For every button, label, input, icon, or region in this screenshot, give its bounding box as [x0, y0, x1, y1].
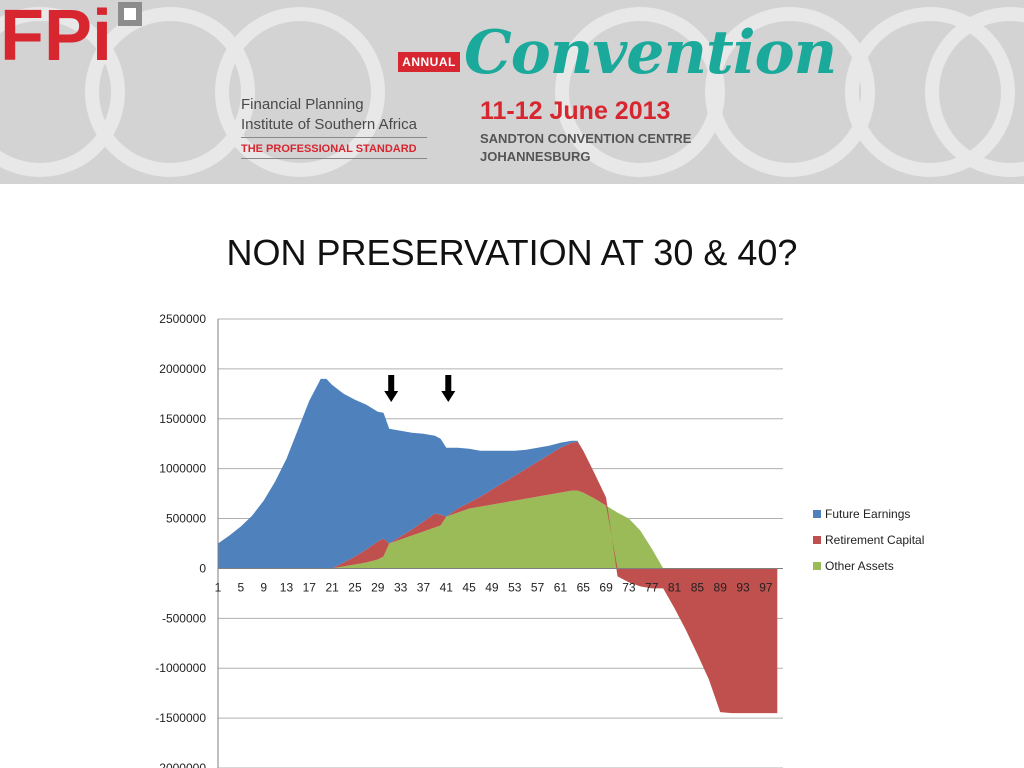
venue-line2: JOHANNESBURG — [480, 149, 591, 164]
y-tick-label-1: 2000000 — [159, 362, 206, 376]
legend-label-2: Other Assets — [825, 559, 894, 573]
x-tick-label-18: 73 — [622, 580, 636, 594]
x-tick-label-12: 49 — [485, 580, 499, 594]
down-arrow-head-1 — [441, 391, 456, 402]
y-tick-label-0: 2500000 — [159, 312, 206, 326]
x-tick-label-1: 5 — [237, 580, 244, 594]
x-tick-label-7: 29 — [371, 580, 385, 594]
x-tick-label-9: 37 — [417, 580, 431, 594]
x-tick-label-0: 1 — [215, 580, 222, 594]
header-banner: FPi Financial Planning Institute of Sout… — [0, 0, 1024, 184]
x-tick-label-13: 53 — [508, 580, 522, 594]
org-name-line1: Financial Planning — [241, 96, 364, 113]
area-other-assets — [218, 490, 778, 569]
legend-label-0: Future Earnings — [825, 507, 910, 521]
x-tick-label-14: 57 — [531, 580, 545, 594]
chart-axes — [217, 319, 783, 768]
x-tick-label-6: 25 — [348, 580, 362, 594]
x-tick-label-17: 69 — [599, 580, 613, 594]
x-tick-label-2: 9 — [260, 580, 267, 594]
chart-areas — [218, 378, 778, 714]
down-arrow-head-0 — [384, 391, 399, 402]
y-tick-label-7: -1000000 — [155, 661, 206, 675]
event-title: Convention — [464, 18, 837, 88]
y-tick-label-2: 1500000 — [159, 412, 206, 426]
x-tick-label-20: 81 — [668, 580, 682, 594]
x-tick-label-4: 17 — [303, 580, 317, 594]
tagline: THE PROFESSIONAL STANDARD — [241, 143, 417, 155]
y-tick-label-8: -1500000 — [155, 711, 206, 725]
down-arrow-shaft-1 — [445, 375, 452, 392]
legend-swatch-2 — [813, 562, 821, 570]
annual-badge: ANNUAL — [398, 52, 460, 72]
fpi-logo: FPi — [0, 0, 142, 66]
x-tick-label-24: 97 — [759, 580, 773, 594]
x-tick-label-10: 41 — [440, 580, 454, 594]
down-arrow-0 — [384, 375, 399, 402]
x-tick-label-22: 89 — [714, 580, 728, 594]
x-tick-label-8: 33 — [394, 580, 408, 594]
y-tick-label-9: -2000000 — [155, 761, 206, 768]
slide-title: NON PRESERVATION AT 30 & 40? — [226, 232, 798, 273]
fpi-logo-text: FPi — [0, 0, 112, 66]
stacked-area-chart: 2500000 2000000 1500000 1000000 500000 0 -5000… — [155, 312, 924, 768]
legend-swatch-1 — [813, 536, 821, 544]
x-tick-label-16: 65 — [577, 580, 591, 594]
legend-swatch-0 — [813, 510, 821, 518]
x-tick-label-21: 85 — [691, 580, 705, 594]
venue-line1: SANDTON CONVENTION CENTRE — [480, 131, 692, 146]
down-arrow-shaft-0 — [388, 375, 395, 392]
area-retirement-capital — [218, 441, 778, 714]
y-tick-labels: 2500000 2000000 1500000 1000000 500000 0 -5000… — [155, 312, 206, 768]
banner-background-rings — [0, 7, 1024, 177]
down-arrow-1 — [441, 375, 456, 402]
x-tick-label-11: 45 — [462, 580, 476, 594]
org-name-line2: Institute of Southern Africa — [241, 116, 417, 133]
y-tick-label-5: 0 — [199, 561, 206, 575]
x-tick-label-23: 93 — [736, 580, 750, 594]
y-tick-label-6: -500000 — [162, 611, 206, 625]
chart-annotations — [384, 375, 456, 402]
area-future-earnings — [218, 378, 778, 569]
x-tick-label-15: 61 — [554, 580, 568, 594]
x-tick-label-19: 77 — [645, 580, 659, 594]
tagline-rule-top — [241, 137, 427, 138]
y-tick-label-3: 1000000 — [159, 462, 206, 476]
x-tick-labels: 1 5 9 13 17 21 25 29 33 37 41 45 49 53 57 61 65 69 73 77 81 8… — [215, 580, 773, 594]
chart-legend: Future Earnings Retirement Capital Other A… — [813, 507, 924, 573]
legend-label-1: Retirement Capital — [825, 533, 924, 547]
x-tick-label-3: 13 — [280, 580, 294, 594]
x-tick-label-5: 21 — [325, 580, 339, 594]
tagline-rule-bottom — [241, 158, 427, 159]
event-dates: 11-12 June 2013 — [480, 97, 671, 125]
y-tick-label-4: 500000 — [166, 512, 206, 526]
